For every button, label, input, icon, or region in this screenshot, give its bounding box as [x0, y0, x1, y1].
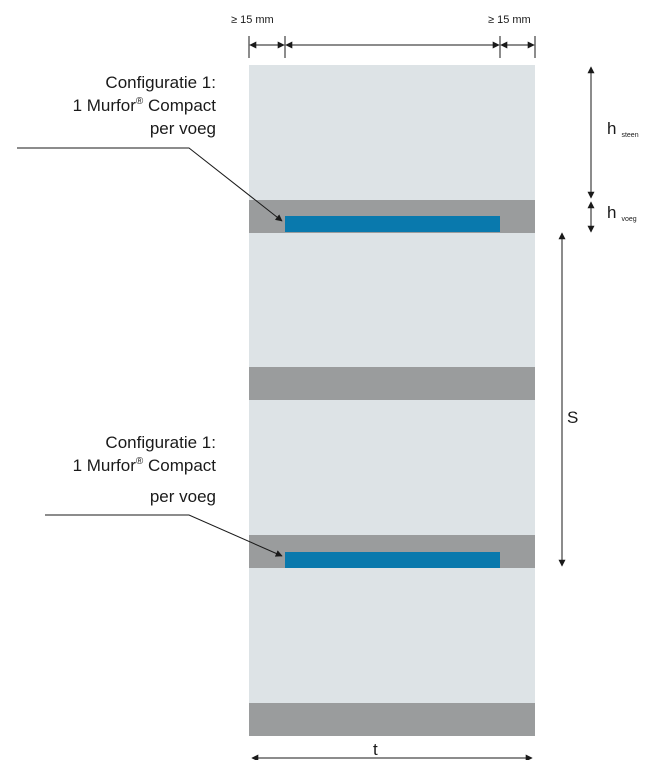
- h-steen-subscript: steen: [621, 132, 638, 139]
- h-voeg-label: h voeg: [607, 203, 637, 223]
- callout-configuration-1: Configuratie 1: 1 Murfor® Compact per vo…: [17, 73, 283, 222]
- brick-course-3: [249, 400, 535, 535]
- callout-2-product-name: 1 Murfor: [73, 456, 137, 475]
- mortar-joint-4: [249, 703, 535, 736]
- edge-dim-left-label: ≥ 15 mm: [231, 14, 274, 26]
- callout-2-product-type: Compact: [143, 456, 216, 475]
- callout-1-product-name: 1 Murfor: [73, 96, 137, 115]
- thickness-label: t: [373, 740, 378, 759]
- reinforcement-bar-1: [285, 216, 500, 232]
- callout-2-line-3: per voeg: [150, 487, 216, 506]
- callout-1-registered-mark: ®: [136, 96, 144, 107]
- edge-dim-right-label: ≥ 15 mm: [488, 14, 531, 26]
- h-steen-label: h steen: [607, 119, 639, 139]
- callout-2-leader-line: [45, 514, 283, 557]
- callout-2-line-1: Configuratie 1:: [105, 433, 216, 452]
- h-steen-symbol: h: [607, 119, 616, 138]
- callout-1-line-3: per voeg: [150, 119, 216, 138]
- callout-1-line-2: 1 Murfor® Compact: [73, 96, 217, 115]
- h-voeg-subscript: voeg: [621, 216, 636, 223]
- callout-2-line-2: 1 Murfor® Compact: [73, 456, 217, 475]
- brick-course-1: [249, 65, 535, 200]
- brick-course-2: [249, 233, 535, 367]
- brick-course-4: [249, 568, 535, 703]
- callout-1-product-type: Compact: [143, 96, 216, 115]
- callout-1-leader-line: [17, 147, 283, 222]
- h-voeg-symbol: h: [607, 203, 616, 222]
- callout-configuration-2: Configuratie 1: 1 Murfor® Compact per vo…: [45, 433, 283, 557]
- callout-1-line-1: Configuratie 1:: [105, 73, 216, 92]
- mortar-joint-2: [249, 367, 535, 400]
- reinforcement-bar-2: [285, 552, 500, 568]
- callout-2-registered-mark: ®: [136, 456, 144, 467]
- spacing-label: S: [567, 408, 578, 427]
